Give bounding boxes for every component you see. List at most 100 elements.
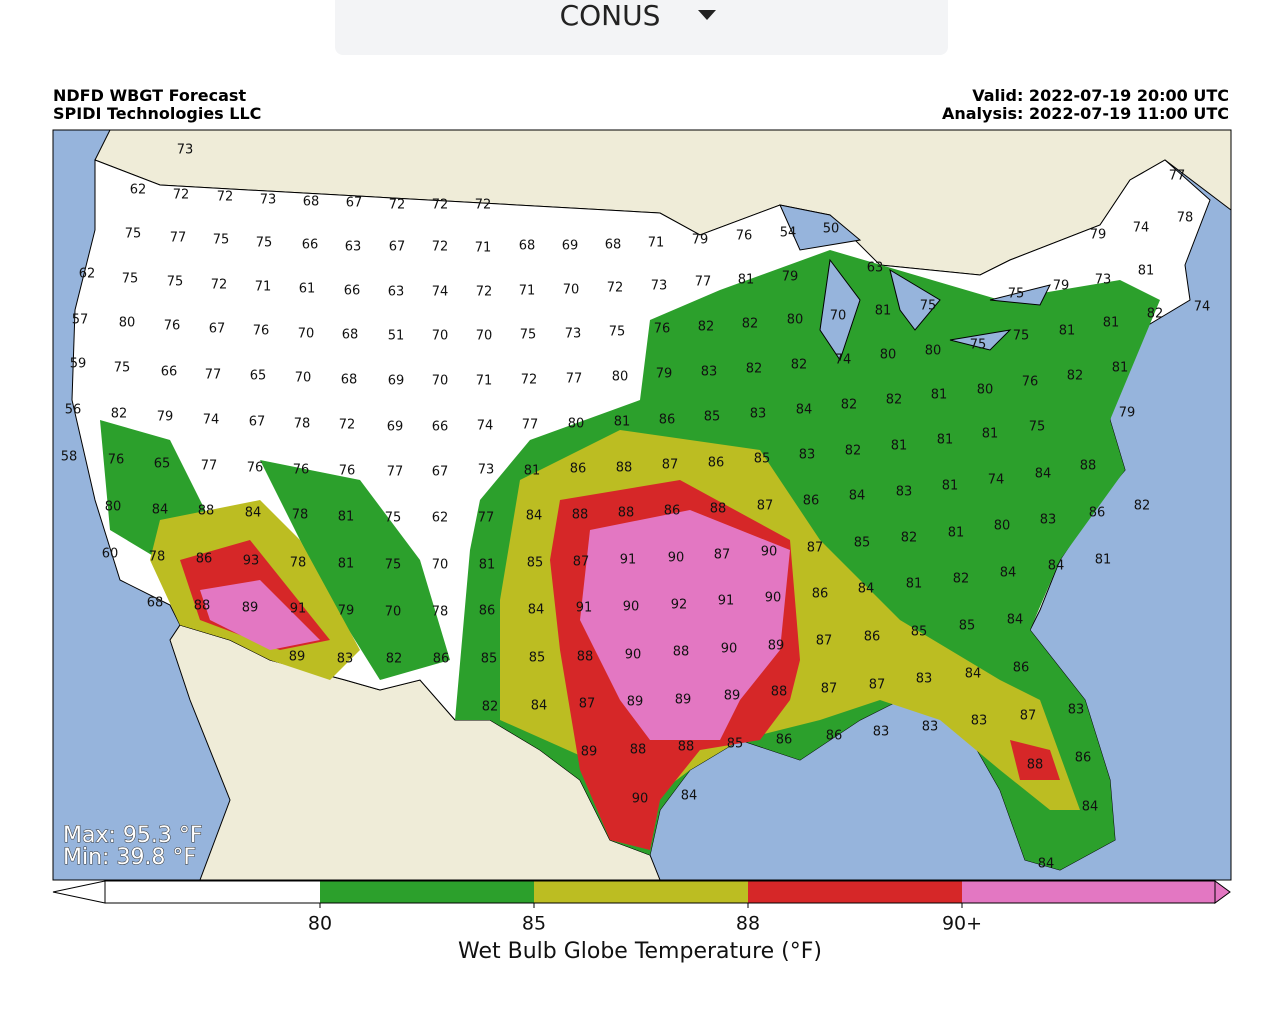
station-value: 80 (787, 313, 804, 328)
zone-80-85-west (100, 420, 450, 680)
station-value: 79 (1119, 406, 1136, 421)
station-value: 84 (681, 789, 698, 804)
station-value: 87 (714, 548, 731, 563)
station-value: 67 (432, 465, 449, 480)
station-value: 71 (475, 241, 492, 256)
station-value: 88 (1080, 459, 1097, 474)
station-value: 57 (72, 313, 89, 328)
station-value: 81 (479, 558, 496, 573)
dropdown-caret[interactable] (698, 10, 716, 20)
station-value: 75 (385, 511, 402, 526)
station-value: 88 (771, 685, 788, 700)
station-value: 77 (478, 511, 495, 526)
station-value: 74 (477, 419, 494, 434)
station-value: 73 (478, 463, 495, 478)
station-value: 62 (130, 183, 147, 198)
great-lakes (779, 204, 1051, 362)
station-value: 90 (623, 600, 640, 615)
station-value: 79 (1090, 228, 1107, 243)
station-value: 76 (339, 464, 356, 479)
station-value: 89 (289, 650, 306, 665)
station-value: 74 (1133, 221, 1150, 236)
station-value: 70 (295, 371, 312, 386)
station-value: 84 (152, 503, 169, 518)
station-value: 82 (845, 444, 862, 459)
station-value: 70 (298, 327, 315, 342)
station-value: 81 (1103, 316, 1120, 331)
station-value: 70 (830, 309, 847, 324)
station-value: 73 (177, 143, 194, 158)
station-value: 91 (718, 594, 735, 609)
station-value: 87 (821, 682, 838, 697)
station-value: 72 (432, 198, 449, 213)
station-value: 81 (942, 479, 959, 494)
station-value: 82 (791, 358, 808, 373)
station-value: 84 (849, 489, 866, 504)
station-value: 71 (519, 284, 536, 299)
station-value: 72 (432, 240, 449, 255)
station-value: 89 (675, 693, 692, 708)
station-value: 86 (570, 462, 587, 477)
station-value: 81 (891, 439, 908, 454)
station-value: 88 (1027, 758, 1044, 773)
station-value: 76 (253, 324, 270, 339)
station-value: 77 (387, 465, 404, 480)
station-value: 78 (294, 417, 311, 432)
station-value: 86 (1013, 661, 1030, 676)
map-frame (52, 129, 1232, 881)
station-value: 83 (750, 407, 767, 422)
station-value: 80 (977, 383, 994, 398)
station-value: 90 (632, 792, 649, 807)
station-value: 90 (625, 648, 642, 663)
station-value: 87 (869, 678, 886, 693)
selector-text[interactable]: CONUS (560, 0, 661, 32)
station-value: 81 (1059, 324, 1076, 339)
station-value: 74 (835, 353, 852, 368)
station-value: 83 (1040, 513, 1057, 528)
station-value: 66 (161, 365, 178, 380)
station-value: 75 (256, 236, 273, 251)
station-value: 79 (692, 233, 709, 248)
station-value: 82 (111, 407, 128, 422)
station-value: 67 (346, 196, 363, 211)
colorbar-extend-low (52, 880, 106, 904)
station-value: 88 (630, 743, 647, 758)
station-value: 80 (568, 417, 585, 432)
station-value: 54 (780, 226, 797, 241)
station-value: 85 (911, 625, 928, 640)
station-labels: 73 62 72 72 73 68 67 72 72 72 75 77 75 75 66 63 67 72 71 68… (61, 143, 1211, 872)
station-value: 69 (388, 374, 405, 389)
station-value: 92 (671, 598, 688, 613)
subtitle: SPIDI Technologies LLC (53, 104, 261, 123)
station-value: 74 (1194, 300, 1211, 315)
station-value: 80 (105, 500, 122, 515)
station-value: 81 (738, 273, 755, 288)
station-value: 81 (1112, 361, 1129, 376)
station-value: 88 (710, 502, 727, 517)
station-value: 70 (432, 329, 449, 344)
station-value: 89 (581, 745, 598, 760)
region-selector[interactable] (335, 0, 948, 55)
colorbar: 80 85 88 90+ (52, 880, 1231, 935)
station-value: 82 (886, 393, 903, 408)
station-value: 50 (823, 222, 840, 237)
station-value: 88 (618, 506, 635, 521)
station-value: 88 (673, 645, 690, 660)
station-value: 72 (211, 278, 228, 293)
station-value: 85 (754, 452, 771, 467)
station-value: 67 (389, 240, 406, 255)
station-value: 69 (562, 239, 579, 254)
station-value: 66 (344, 284, 361, 299)
station-value: 86 (479, 604, 496, 619)
colorbar-frame (104, 880, 1216, 904)
station-value: 75 (125, 227, 142, 242)
station-value: 76 (654, 322, 671, 337)
station-value: 86 (196, 552, 213, 567)
station-value: 83 (799, 448, 816, 463)
station-value: 78 (290, 556, 307, 571)
station-value: 80 (925, 344, 942, 359)
map: 73 62 72 72 73 68 67 72 72 72 75 77 75 75 66 63 67 72 71 68… (52, 129, 1232, 881)
station-value: 76 (293, 463, 310, 478)
